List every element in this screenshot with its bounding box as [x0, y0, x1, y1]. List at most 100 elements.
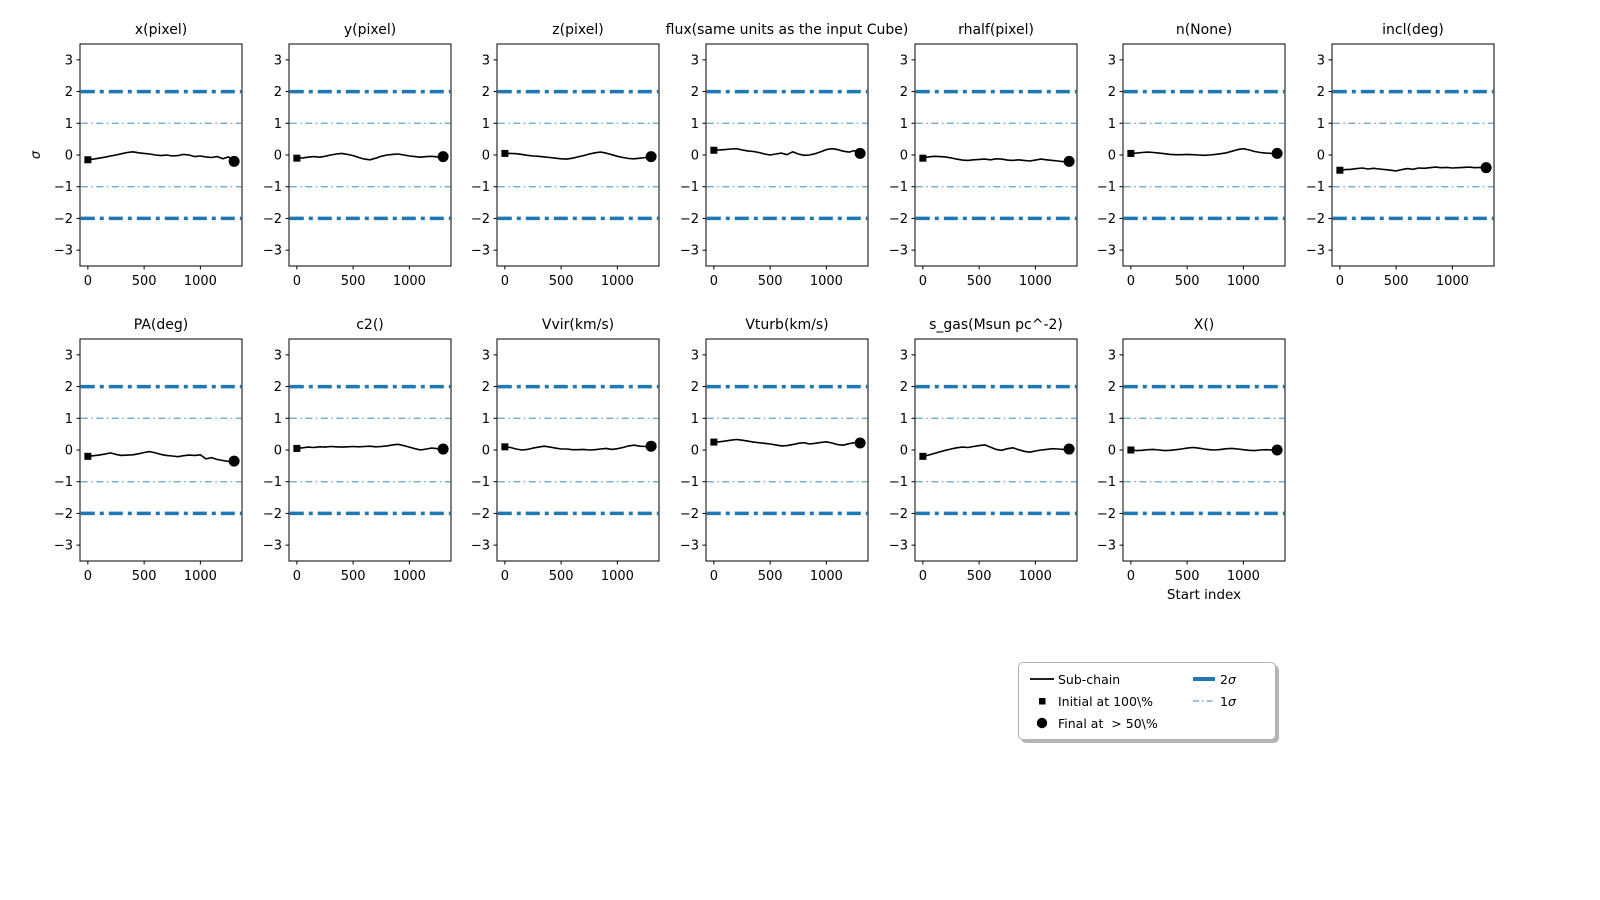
y-tick-label: −1: [54, 180, 73, 195]
x-tick-label: 1000: [1436, 274, 1469, 289]
final-marker: [645, 151, 657, 163]
y-tick-label: 0: [1108, 444, 1116, 459]
y-tick-label: −3: [680, 244, 699, 259]
initial-marker: [501, 443, 509, 451]
x-tick-label: 0: [919, 274, 927, 289]
initial-marker: [1127, 446, 1135, 454]
chain-line: [922, 155, 1070, 163]
subplot-pa-deg: PA(deg) 3 2 1 0 −1 −2 −3 0 500 1000: [54, 317, 243, 584]
initial-marker: [84, 156, 92, 164]
y-tick-label: 1: [274, 117, 282, 132]
x-tick-label: 500: [758, 569, 783, 584]
y-tick-label: −3: [471, 539, 490, 554]
axes-box: [1331, 43, 1495, 267]
y-tick-label: 1: [900, 117, 908, 132]
x-tick-label: 1000: [1019, 569, 1052, 584]
axes-box: [288, 43, 452, 267]
y-tick-label: −3: [680, 539, 699, 554]
legend-item-final: Final at > 50\%: [1026, 712, 1184, 734]
x-tick-label: 1000: [1227, 274, 1260, 289]
x-tick-label: 0: [84, 569, 92, 584]
y-tick-label: −2: [680, 212, 699, 227]
x-tick-label: 1000: [1227, 569, 1260, 584]
y-tick-label: 3: [482, 53, 490, 68]
legend-left-column: Sub-chain Initial at 100\% Final at > 50…: [1026, 668, 1184, 734]
y-tick-label: 0: [482, 149, 490, 164]
y-tick-label: 0: [900, 444, 908, 459]
x-tick-label: 500: [132, 274, 157, 289]
subplot-c2: c2() 3 2 1 0 −1 −2 −3 0 500 1000: [263, 317, 452, 584]
legend-right-column: 2σ 1σ: [1188, 668, 1268, 734]
legend-item-initial: Initial at 100\%: [1026, 690, 1184, 712]
axes-box: [288, 338, 452, 562]
subplot-title: z(pixel): [552, 22, 603, 38]
x-tick-label: 0: [919, 569, 927, 584]
initial-marker: [710, 438, 718, 446]
y-tick-label: −1: [1097, 180, 1116, 195]
initial-marker: [1127, 149, 1135, 157]
chain-line: [504, 151, 652, 160]
y-tick-label: −3: [1097, 539, 1116, 554]
y-tick-label: 2: [900, 380, 908, 395]
initial-marker: [919, 154, 927, 162]
x-tick-label: 0: [1127, 274, 1135, 289]
chain-line: [1130, 147, 1278, 157]
y-tick-label: 1: [691, 412, 699, 427]
legend: Sub-chain Initial at 100\% Final at > 50…: [1018, 662, 1276, 740]
x-tick-label: 500: [341, 274, 366, 289]
y-tick-label: 1: [65, 117, 73, 132]
y-tick-label: 3: [1108, 53, 1116, 68]
y-tick-label: 0: [900, 149, 908, 164]
x-tick-label: 500: [967, 274, 992, 289]
y-tick-label: 3: [65, 53, 73, 68]
chain-line: [1339, 166, 1487, 172]
y-tick-label: 3: [1317, 53, 1325, 68]
x-tick-label: 500: [967, 569, 992, 584]
subplot-title: PA(deg): [134, 317, 188, 333]
y-axis-label: σ: [29, 150, 44, 159]
x-tick-label: 500: [1384, 274, 1409, 289]
chain-line: [713, 147, 861, 157]
y-tick-label: −3: [889, 539, 908, 554]
initial-marker: [293, 154, 301, 162]
subplot-title: s_gas(Msun pc^-2): [929, 317, 1063, 333]
legend-item-sigma1: 1σ: [1188, 690, 1268, 712]
subplot-title: y(pixel): [344, 22, 396, 38]
y-tick-label: 0: [274, 444, 282, 459]
final-marker: [1480, 162, 1492, 174]
y-tick-label: 2: [65, 85, 73, 100]
x-tick-label: 0: [293, 569, 301, 584]
initial-marker: [293, 444, 301, 452]
y-tick-label: 0: [691, 149, 699, 164]
y-tick-label: −2: [54, 507, 73, 522]
y-tick-label: 1: [691, 117, 699, 132]
y-tick-label: 3: [274, 53, 282, 68]
y-tick-label: −1: [1097, 475, 1116, 490]
y-tick-label: −3: [54, 244, 73, 259]
y-tick-label: −3: [263, 244, 282, 259]
y-tick-label: 3: [900, 348, 908, 363]
y-tick-label: 1: [482, 117, 490, 132]
y-tick-label: −2: [54, 212, 73, 227]
y-tick-label: 0: [1108, 149, 1116, 164]
legend-label-final: Final at > 50\%: [1058, 715, 1158, 731]
chain-line: [87, 450, 235, 463]
x-tick-label: 0: [1127, 569, 1135, 584]
y-tick-label: −1: [54, 475, 73, 490]
y-tick-label: 1: [1108, 117, 1116, 132]
final-marker: [645, 440, 657, 452]
y-tick-label: −1: [680, 475, 699, 490]
final-marker: [1063, 155, 1075, 167]
x-tick-label: 0: [501, 569, 509, 584]
y-tick-label: 0: [1317, 149, 1325, 164]
y-tick-label: −3: [54, 539, 73, 554]
subplot-n-none: n(None) 3 2 1 0 −1 −2 −3 0 500 1000: [1097, 22, 1286, 289]
y-tick-label: −1: [263, 180, 282, 195]
x-tick-label: 0: [501, 274, 509, 289]
y-tick-label: −1: [471, 475, 490, 490]
y-tick-label: 3: [691, 348, 699, 363]
subplot-title: x(pixel): [135, 22, 187, 38]
y-tick-label: 3: [691, 53, 699, 68]
legend-item-sigma2: 2σ: [1188, 668, 1268, 690]
y-tick-label: 2: [691, 85, 699, 100]
